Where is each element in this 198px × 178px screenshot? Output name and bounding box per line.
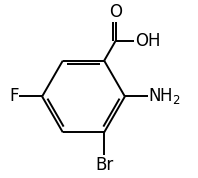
Text: F: F: [9, 88, 18, 106]
Text: NH$_2$: NH$_2$: [148, 87, 181, 106]
Text: OH: OH: [135, 32, 161, 50]
Text: O: O: [109, 3, 122, 21]
Text: Br: Br: [95, 156, 113, 174]
